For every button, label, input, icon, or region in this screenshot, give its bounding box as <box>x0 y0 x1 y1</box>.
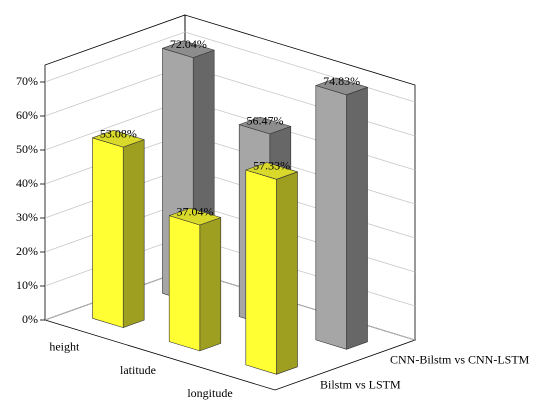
bar-side <box>346 87 368 350</box>
y-tick-label: 50% <box>16 142 38 156</box>
bar-side <box>276 171 298 375</box>
bar-front <box>168 215 201 352</box>
y-tick-label: 40% <box>16 176 38 190</box>
bar-top <box>245 162 298 180</box>
y-tick-label: 70% <box>16 74 38 88</box>
value-label: 53.08% <box>100 126 137 140</box>
x-tick-label: height <box>49 339 80 353</box>
bar-top <box>238 116 292 135</box>
series-label: Bilstm vs LSTM <box>320 377 401 391</box>
bar-front <box>92 137 124 328</box>
bar-side <box>122 139 145 328</box>
bar-front <box>245 169 277 375</box>
value-label: 56.47% <box>247 113 284 127</box>
y-tick-label: 20% <box>16 244 38 258</box>
value-label: 72.04% <box>170 37 207 51</box>
x-tick-label: latitude <box>120 363 156 377</box>
y-tick-label: 0% <box>22 312 38 326</box>
bar-top <box>162 40 215 58</box>
value-label: 57.33% <box>253 159 290 173</box>
y-tick-label: 30% <box>16 210 38 224</box>
bar-top <box>168 207 222 226</box>
bar-side <box>199 217 222 352</box>
value-label: 37.04% <box>177 204 214 218</box>
value-label: 74.83% <box>323 74 360 88</box>
bar-top <box>315 77 368 96</box>
x-tick-label: longitude <box>187 386 232 400</box>
bar-front <box>315 85 347 350</box>
y-tick-label: 60% <box>16 108 38 122</box>
y-tick-label: 10% <box>16 278 38 292</box>
bar-top <box>92 130 145 148</box>
series-label: CNN-Bilstm vs CNN-LSTM <box>390 352 530 366</box>
